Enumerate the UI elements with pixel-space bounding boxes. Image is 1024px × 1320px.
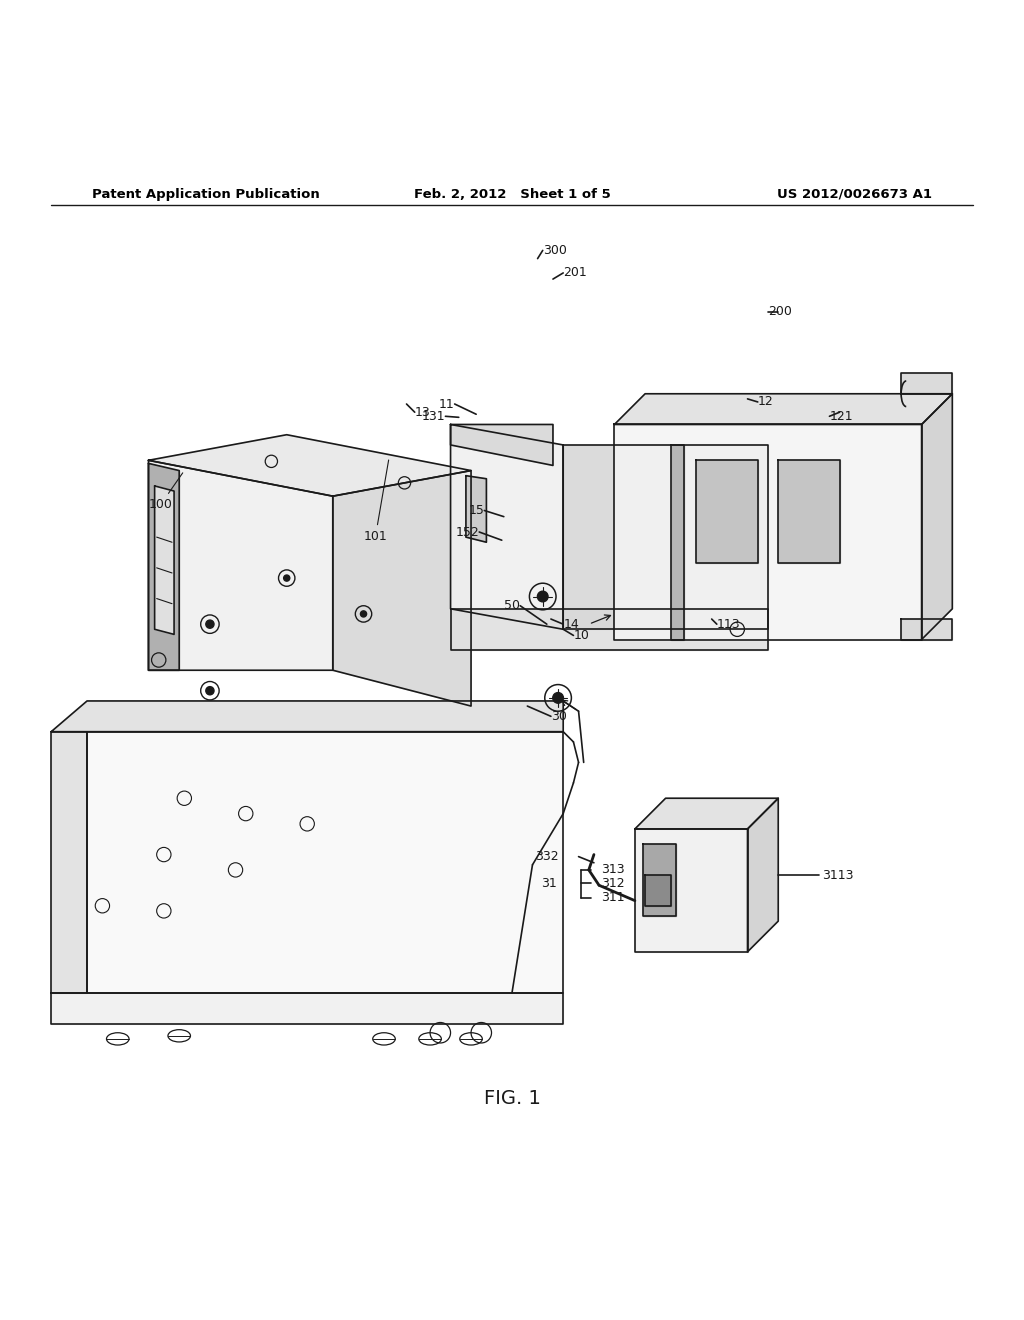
Text: 10: 10 — [573, 628, 590, 642]
Polygon shape — [635, 829, 748, 952]
Circle shape — [538, 591, 548, 602]
Polygon shape — [696, 461, 758, 562]
Text: 311: 311 — [601, 891, 625, 904]
Text: 113: 113 — [717, 618, 740, 631]
Text: 300: 300 — [543, 244, 566, 257]
Text: 101: 101 — [364, 459, 389, 544]
Polygon shape — [614, 425, 922, 639]
Polygon shape — [748, 799, 778, 952]
Polygon shape — [671, 445, 684, 639]
Polygon shape — [87, 731, 563, 993]
Polygon shape — [148, 434, 471, 496]
Text: 15: 15 — [468, 504, 484, 517]
Polygon shape — [51, 993, 563, 1023]
Polygon shape — [614, 393, 952, 425]
Text: 31: 31 — [542, 876, 557, 890]
Polygon shape — [778, 461, 840, 562]
Circle shape — [206, 686, 214, 694]
Polygon shape — [148, 463, 179, 671]
Text: US 2012/0026673 A1: US 2012/0026673 A1 — [777, 187, 932, 201]
Text: 14: 14 — [563, 618, 579, 631]
Text: 312: 312 — [601, 876, 625, 890]
Polygon shape — [451, 425, 553, 466]
Circle shape — [206, 620, 214, 628]
Polygon shape — [451, 425, 563, 630]
Polygon shape — [333, 470, 471, 706]
Polygon shape — [643, 845, 676, 916]
Polygon shape — [645, 875, 671, 906]
Text: 201: 201 — [563, 267, 587, 280]
Text: 121: 121 — [829, 409, 853, 422]
Text: 50: 50 — [504, 599, 520, 612]
Text: 100: 100 — [148, 473, 182, 511]
Text: 131: 131 — [422, 409, 445, 422]
Text: 30: 30 — [551, 710, 567, 723]
Text: Feb. 2, 2012   Sheet 1 of 5: Feb. 2, 2012 Sheet 1 of 5 — [414, 187, 610, 201]
Text: 313: 313 — [601, 863, 625, 876]
Polygon shape — [563, 445, 768, 630]
Polygon shape — [922, 393, 952, 639]
Text: 200: 200 — [768, 305, 792, 318]
Polygon shape — [635, 799, 778, 829]
Text: 11: 11 — [439, 397, 455, 411]
Text: 12: 12 — [758, 396, 773, 408]
Polygon shape — [148, 461, 333, 671]
Polygon shape — [901, 374, 952, 393]
Circle shape — [284, 576, 290, 581]
Polygon shape — [451, 609, 768, 649]
Polygon shape — [155, 486, 174, 635]
Text: 332: 332 — [536, 850, 559, 863]
Text: 13: 13 — [415, 405, 430, 418]
Polygon shape — [901, 619, 952, 639]
Polygon shape — [51, 731, 87, 993]
Polygon shape — [51, 701, 563, 731]
Text: 152: 152 — [456, 525, 479, 539]
Circle shape — [553, 693, 563, 704]
Circle shape — [360, 611, 367, 616]
Text: 3113: 3113 — [822, 869, 854, 882]
Text: FIG. 1: FIG. 1 — [483, 1089, 541, 1107]
Text: Patent Application Publication: Patent Application Publication — [92, 187, 319, 201]
Polygon shape — [466, 475, 486, 543]
